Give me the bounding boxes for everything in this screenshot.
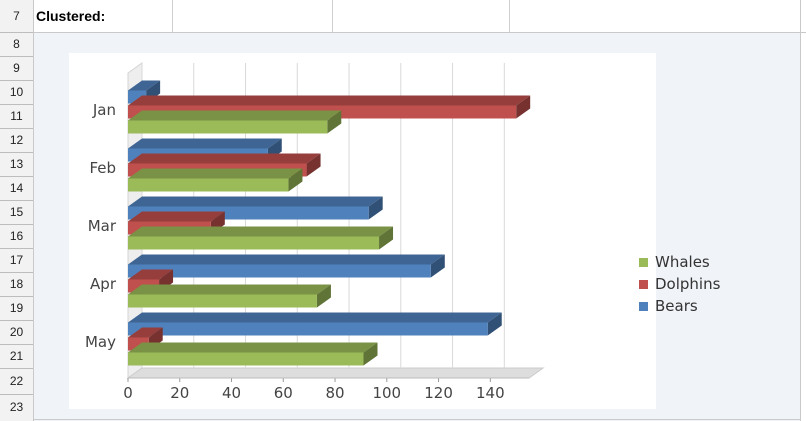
bar-whales-end: [363, 342, 378, 366]
row-number[interactable]: 16: [9, 229, 24, 243]
row-divider: [0, 248, 33, 249]
bar-whales-top: [128, 168, 303, 179]
x-tick-label: 60: [274, 384, 293, 402]
category-label: Jan: [92, 101, 116, 119]
row-number[interactable]: 10: [9, 85, 24, 99]
bar-bears-end: [368, 196, 383, 220]
bar-whales-top: [128, 110, 342, 121]
row-divider: [0, 320, 33, 321]
row-header-column: 7 8 9 10 11 12 13 14 15 16 17 18 19 20 21 22 23: [0, 0, 34, 421]
x-tick-label: 20: [170, 384, 189, 402]
x-tick-label: 0: [123, 384, 133, 402]
legend-swatch: [639, 258, 648, 267]
category-label: Mar: [88, 217, 117, 235]
row-divider: [0, 394, 33, 395]
clustered-title-cell[interactable]: Clustered:: [36, 8, 106, 24]
bar-bears-top: [128, 80, 161, 91]
row-divider: [0, 200, 33, 201]
row-7: [33, 0, 806, 33]
row-divider: [0, 296, 33, 297]
bar-whales-end: [327, 110, 342, 134]
bar-whales: [128, 294, 317, 308]
bar-dolphins-end: [516, 95, 531, 119]
bar-bears: [128, 322, 488, 336]
chart-floor: [126, 367, 545, 379]
x-tick-label: 40: [222, 384, 241, 402]
bar-whales: [128, 352, 364, 366]
sheet-bottom-border: [33, 419, 801, 420]
row-number[interactable]: 17: [9, 253, 24, 267]
bar-whales-end: [316, 284, 331, 308]
row-divider: [0, 32, 33, 33]
category-label: Apr: [90, 275, 117, 293]
legend-swatch: [639, 280, 648, 289]
bar-dolphins-end: [306, 153, 321, 177]
bar-dolphins-top: [128, 327, 163, 338]
row-number[interactable]: 15: [9, 205, 24, 219]
bar-bears-end: [487, 312, 502, 336]
bar-whales-top: [128, 342, 378, 353]
bar-dolphins-top: [128, 95, 531, 106]
bar-whales: [128, 178, 289, 192]
row-divider: [0, 176, 33, 177]
x-tick-label: 100: [372, 384, 401, 402]
row-divider: [0, 272, 33, 273]
clustered-bar-chart[interactable]: 0 20 40 60 80 100 120 140 Jan Feb Mar Apr May Whales…: [69, 53, 720, 409]
x-tick-label: 120: [424, 384, 453, 402]
cell-divider: [509, 0, 510, 32]
bar-whales-top: [128, 226, 394, 237]
row-number[interactable]: 8: [13, 37, 20, 51]
x-tick-label: 80: [325, 384, 344, 402]
cell-divider: [172, 0, 173, 32]
row-divider: [0, 368, 33, 369]
row-number[interactable]: 19: [9, 301, 24, 315]
bar-whales: [128, 120, 328, 134]
x-tick-label: 140: [476, 384, 505, 402]
row-number[interactable]: 23: [9, 400, 24, 414]
row-number[interactable]: 13: [9, 157, 24, 171]
bar-whales: [128, 236, 380, 250]
row-divider: [0, 344, 33, 345]
chart-plot: 0 20 40 60 80 100 120 140 Jan Feb Mar Apr May: [85, 62, 545, 402]
legend-label: Whales: [655, 253, 710, 271]
category-label: May: [85, 333, 116, 351]
bar-dolphins-top: [128, 153, 321, 164]
bar-dolphins-top: [128, 269, 174, 280]
bar-bears-top: [128, 138, 282, 149]
bar-bears-end: [430, 254, 445, 278]
row-number[interactable]: 18: [9, 277, 24, 291]
row-number[interactable]: 12: [9, 133, 24, 147]
sheet-right-border: [800, 0, 801, 421]
bar-dolphins-top: [128, 211, 225, 222]
bar-bears-top: [128, 254, 445, 265]
row-divider: [0, 104, 33, 105]
row-number[interactable]: 21: [9, 349, 24, 363]
bar-bears-top: [128, 312, 502, 323]
category-label: Feb: [89, 159, 116, 177]
legend-swatch: [639, 302, 648, 311]
row-divider: [0, 56, 33, 57]
legend-label: Bears: [655, 297, 698, 315]
bar-whales-top: [128, 284, 331, 295]
row-number[interactable]: 11: [10, 109, 23, 123]
row-divider: [0, 128, 33, 129]
bar-whales-end: [379, 226, 394, 250]
row-number[interactable]: 14: [9, 181, 24, 195]
legend-label: Dolphins: [655, 275, 721, 293]
row-divider: [0, 224, 33, 225]
bar-whales-end: [288, 168, 303, 192]
row-divider: [0, 80, 33, 81]
row-number[interactable]: 22: [9, 374, 24, 388]
cell-divider: [332, 0, 333, 32]
row-number[interactable]: 20: [9, 325, 24, 339]
bar-bears: [128, 264, 431, 278]
bar-bears-top: [128, 196, 383, 207]
row-number[interactable]: 9: [13, 61, 20, 75]
row-divider: [0, 152, 33, 153]
row-number[interactable]: 7: [13, 9, 20, 23]
